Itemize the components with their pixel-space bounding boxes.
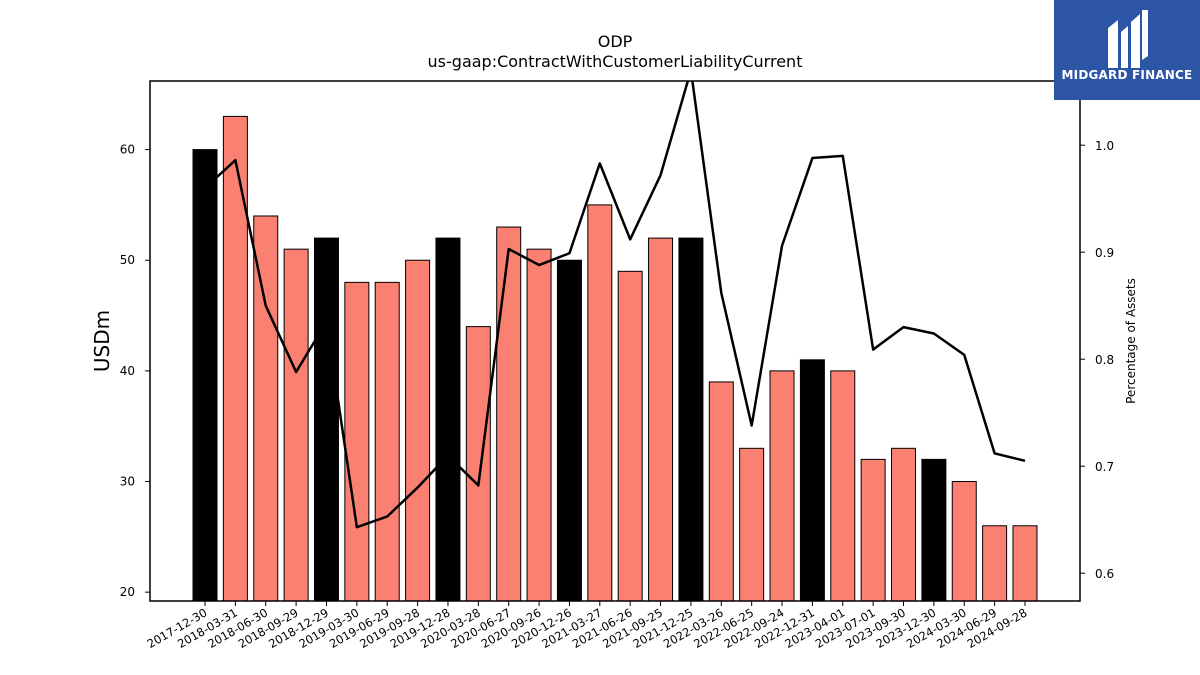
bar-2022-06-25 <box>739 447 765 602</box>
bar-2023-12-30 <box>921 458 947 602</box>
bar-2021-06-26 <box>617 270 643 602</box>
bar-2019-03-30 <box>344 281 370 602</box>
midgard-logo-mark-icon <box>1108 10 1148 68</box>
bar-2022-03-26 <box>708 381 734 602</box>
bar-2018-03-31 <box>222 115 248 602</box>
y2-tick-label: 0.9 <box>1095 246 1114 260</box>
y2-tick-label: 0.7 <box>1095 460 1114 474</box>
bar-2020-12-26 <box>556 259 582 602</box>
plot-frame <box>149 80 1081 602</box>
bar-2018-12-29 <box>313 237 339 602</box>
bar-2019-09-28 <box>405 259 431 602</box>
bar-2023-07-01 <box>860 458 886 602</box>
brand-name: MIDGARD FINANCE <box>1061 68 1193 82</box>
y-tick-label: 50 <box>120 253 135 267</box>
bar-2022-12-31 <box>799 359 825 602</box>
chart-subtitle: us-gaap:ContractWithCustomerLiabilityCur… <box>428 52 803 71</box>
y-tick-label: 40 <box>120 364 135 378</box>
bar-2024-03-30 <box>951 481 977 602</box>
y-tick-label: 30 <box>120 475 135 489</box>
y-tick-label: 20 <box>120 585 135 599</box>
bar-2018-06-30 <box>253 215 279 602</box>
bar-2024-09-28 <box>1012 525 1038 602</box>
percentage-of-assets-line <box>204 81 1026 529</box>
bar-2019-12-28 <box>435 237 461 602</box>
y2-tick-label: 0.8 <box>1095 353 1114 367</box>
bar-2017-12-30 <box>192 149 218 602</box>
bar-2020-09-26 <box>526 248 552 602</box>
bar-2023-04-01 <box>830 370 856 602</box>
brand-logo: MIDGARD FINANCE <box>1054 0 1200 100</box>
y2-tick-label: 0.6 <box>1095 567 1114 581</box>
y2-tick-label: 1.0 <box>1095 139 1114 153</box>
bar-2021-03-27 <box>587 204 613 602</box>
bar-2024-06-29 <box>982 525 1008 602</box>
bar-2020-03-28 <box>465 326 491 602</box>
bar-2022-09-24 <box>769 370 795 602</box>
bar-2021-12-25 <box>678 237 704 602</box>
bar-2020-06-27 <box>496 226 522 602</box>
y-axis-label: USDm <box>90 310 114 372</box>
y2-axis-label: Percentage of Assets <box>1124 278 1138 404</box>
chart-title: ODP <box>598 32 633 51</box>
bar-2021-09-25 <box>648 237 674 602</box>
bar-2023-09-30 <box>891 447 917 602</box>
bar-2018-09-29 <box>283 248 309 602</box>
bar-2019-06-29 <box>374 281 400 602</box>
y-tick-label: 60 <box>120 143 135 157</box>
